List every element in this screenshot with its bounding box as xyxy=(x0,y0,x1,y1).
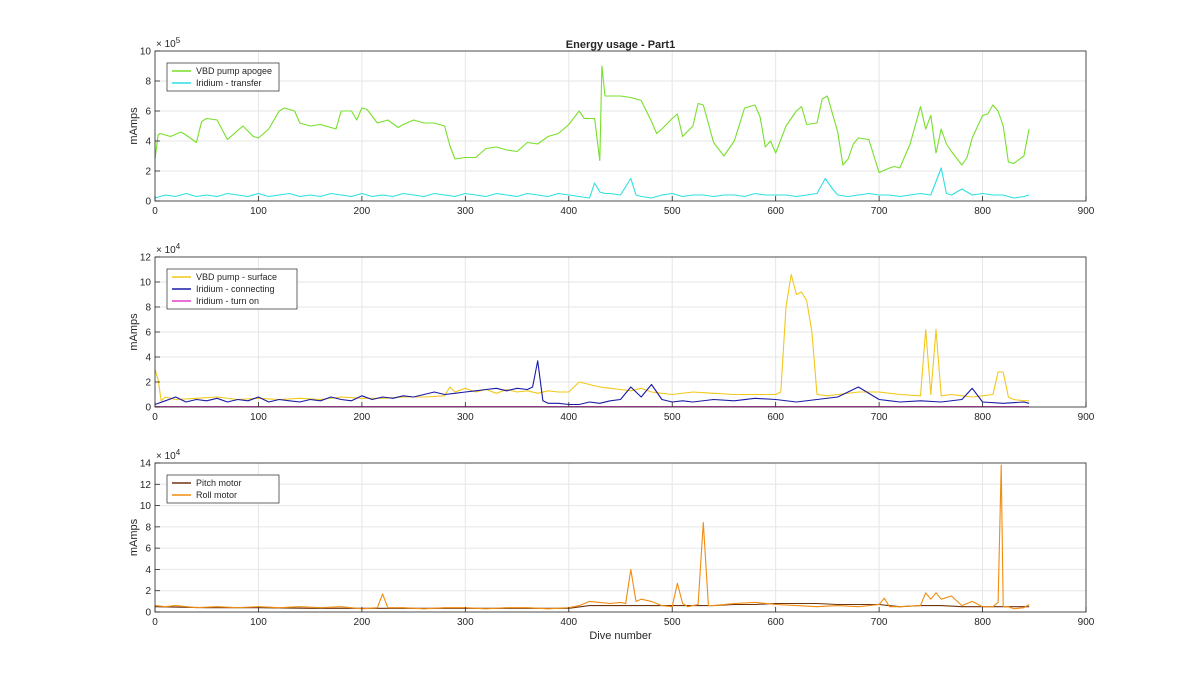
x-tick-label: 400 xyxy=(560,206,577,217)
plot-area xyxy=(155,463,1086,612)
legend-label-1: VBD pump apogee xyxy=(196,66,272,76)
y-tick-label: 8 xyxy=(145,303,151,314)
series-line-2 xyxy=(154,360,1030,406)
x-tick-label: 0 xyxy=(152,412,158,423)
x-tick-label: 900 xyxy=(1078,206,1095,217)
y-tick-label: 6 xyxy=(145,544,151,555)
y-tick-label: 8 xyxy=(145,522,151,533)
series-line-2 xyxy=(154,464,1030,610)
x-tick-label: 100 xyxy=(250,206,267,217)
axes-box xyxy=(154,462,1087,613)
y-tick-label: 10 xyxy=(140,501,152,512)
chart-title: Energy usage - Part1 xyxy=(566,39,675,51)
x-tick-label: 600 xyxy=(767,412,784,423)
y-tick-label: 4 xyxy=(145,565,151,576)
y-multiplier: × 10 xyxy=(156,39,176,50)
x-tick-label: 300 xyxy=(457,412,474,423)
legend-label-3: Iridium - turn on xyxy=(196,296,259,306)
y-axis-label: mAmps xyxy=(128,107,140,145)
y-axis-label: mAmps xyxy=(128,313,140,351)
x-tick-label: 400 xyxy=(560,617,577,628)
x-tick-label: 0 xyxy=(152,206,158,217)
y-tick-label: 14 xyxy=(140,459,152,470)
y-tick-label: 6 xyxy=(145,328,151,339)
y-tick-label: 12 xyxy=(140,480,152,491)
x-tick-label: 100 xyxy=(250,617,267,628)
legend-label-1: Pitch motor xyxy=(196,478,242,488)
y-tick-label: 10 xyxy=(140,47,152,58)
x-tick-label: 600 xyxy=(767,206,784,217)
y-tick-label: 2 xyxy=(145,378,151,389)
legend: Pitch motor Roll motor xyxy=(166,474,280,504)
x-tick-label: 200 xyxy=(354,412,371,423)
legend-label-1: VBD pump - surface xyxy=(196,272,277,282)
y-tick-label: 0 xyxy=(145,608,151,619)
x-tick-label: 200 xyxy=(354,617,371,628)
axes-box xyxy=(154,50,1087,202)
x-tick-label: 200 xyxy=(354,206,371,217)
y-tick-label: 12 xyxy=(140,253,152,264)
x-tick-label: 500 xyxy=(664,206,681,217)
plot-area xyxy=(155,51,1086,201)
x-axis-label: Dive number xyxy=(589,630,652,642)
y-tick-label: 4 xyxy=(145,353,151,364)
chart-3: 0 100 200 300 400 500 600 700 800 900 0 2 4 6 8 10 12 14 ×… xyxy=(128,448,1095,642)
y-exponent-label: × 104 xyxy=(156,242,181,256)
y-tick-label: 4 xyxy=(145,137,151,148)
x-tick-label: 300 xyxy=(457,617,474,628)
legend: VBD pump - surface Iridium - connecting Ir… xyxy=(166,268,298,310)
x-tick-label: 500 xyxy=(664,617,681,628)
y-multiplier: × 10 xyxy=(156,245,176,256)
x-tick-label: 800 xyxy=(974,412,991,423)
y-exponent-label: × 105 xyxy=(156,36,181,50)
series-line-1 xyxy=(154,65,1030,174)
y-exponent-label: × 104 xyxy=(156,448,181,462)
x-tick-label: 500 xyxy=(664,412,681,423)
y-tick-label: 2 xyxy=(145,167,151,178)
legend: VBD pump apogee Iridium - transfer xyxy=(166,62,280,92)
y-tick-label: 8 xyxy=(145,77,151,88)
legend-label-2: Iridium - transfer xyxy=(196,78,262,88)
x-tick-label: 700 xyxy=(871,412,888,423)
x-tick-label: 900 xyxy=(1078,617,1095,628)
x-tick-label: 800 xyxy=(974,206,991,217)
x-tick-label: 400 xyxy=(560,412,577,423)
x-tick-label: 100 xyxy=(250,412,267,423)
x-tick-label: 600 xyxy=(767,617,784,628)
x-tick-label: 700 xyxy=(871,206,888,217)
legend-label-2: Iridium - connecting xyxy=(196,284,275,294)
x-tick-label: 300 xyxy=(457,206,474,217)
y-multiplier: × 10 xyxy=(156,451,176,462)
y-tick-label: 2 xyxy=(145,586,151,597)
y-exponent: 4 xyxy=(176,448,181,457)
y-axis-label: mAmps xyxy=(128,518,140,556)
x-tick-label: 900 xyxy=(1078,412,1095,423)
y-tick-label: 6 xyxy=(145,107,151,118)
chart-2: 0 100 200 300 400 500 600 700 800 900 0 2 4 6 8 10 12 × 1… xyxy=(128,242,1095,423)
legend-box xyxy=(166,62,280,92)
y-tick-label: 0 xyxy=(145,197,151,208)
legend-box xyxy=(166,474,280,504)
y-tick-label: 10 xyxy=(140,278,152,289)
legend-label-2: Roll motor xyxy=(196,490,237,500)
x-tick-label: 0 xyxy=(152,617,158,628)
y-tick-label: 0 xyxy=(145,403,151,414)
series-line-2 xyxy=(154,167,1030,199)
x-tick-label: 700 xyxy=(871,617,888,628)
chart-1: 0 100 200 300 400 500 600 700 800 900 0 2 4 6 8 10 × 105… xyxy=(128,36,1095,217)
x-tick-label: 800 xyxy=(974,617,991,628)
y-exponent: 4 xyxy=(176,242,181,251)
series-line-1 xyxy=(154,273,1030,402)
y-exponent: 5 xyxy=(176,36,181,45)
